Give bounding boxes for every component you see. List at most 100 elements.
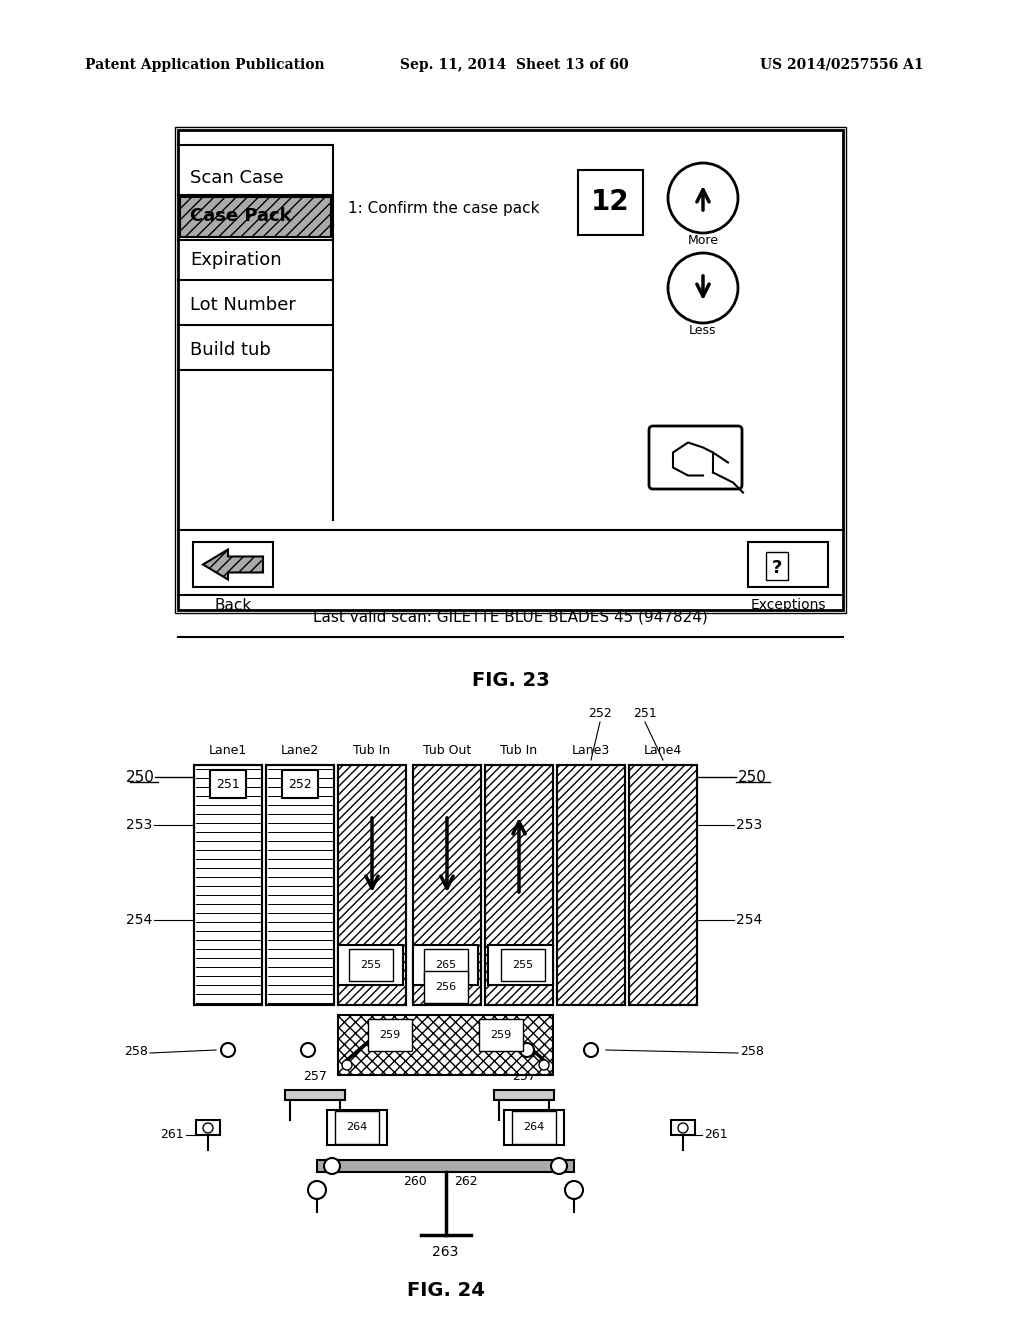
Bar (494, 1090, 554, 1100)
Text: 251: 251 (216, 777, 240, 791)
Bar (671, 1119, 695, 1135)
Circle shape (668, 162, 738, 234)
Bar (282, 770, 318, 799)
Text: 252: 252 (588, 708, 612, 719)
Text: 257: 257 (303, 1071, 327, 1082)
Text: FIG. 23: FIG. 23 (472, 671, 549, 689)
Text: Lane4: Lane4 (644, 744, 682, 758)
Bar (413, 766, 481, 1005)
Bar (338, 1015, 553, 1074)
Bar (557, 766, 625, 1005)
Text: 258: 258 (124, 1045, 148, 1059)
Text: Less: Less (689, 325, 717, 338)
Text: Lane2: Lane2 (281, 744, 319, 758)
Bar (338, 945, 403, 985)
Bar (557, 766, 625, 1005)
Text: Sep. 11, 2014  Sheet 13 of 60: Sep. 11, 2014 Sheet 13 of 60 (400, 58, 629, 73)
Text: Lane3: Lane3 (571, 744, 610, 758)
Text: Patent Application Publication: Patent Application Publication (85, 58, 325, 73)
Text: 260: 260 (403, 1175, 427, 1188)
Bar (194, 766, 262, 1005)
Text: Last valid scan: GILETTE BLUE BLADES 45 (947824): Last valid scan: GILETTE BLUE BLADES 45 … (313, 610, 708, 624)
Bar (338, 766, 406, 1005)
Bar (413, 766, 481, 1005)
Bar (488, 945, 553, 985)
Text: 254: 254 (126, 913, 152, 927)
Circle shape (203, 1123, 213, 1133)
Text: Tub Out: Tub Out (423, 744, 471, 758)
Bar (578, 170, 643, 235)
FancyBboxPatch shape (649, 426, 742, 488)
Circle shape (678, 1123, 688, 1133)
Circle shape (551, 1158, 567, 1173)
Bar (629, 766, 697, 1005)
Bar (557, 766, 625, 1005)
Text: 262: 262 (454, 1175, 477, 1188)
Text: Build tub: Build tub (190, 341, 271, 359)
Text: Tub In: Tub In (501, 744, 538, 758)
Bar (485, 766, 553, 1005)
Bar (178, 129, 843, 610)
Text: 254: 254 (736, 913, 762, 927)
Text: 256: 256 (435, 982, 457, 993)
Bar (180, 197, 331, 238)
Text: 259: 259 (490, 1030, 512, 1040)
Bar (285, 1090, 345, 1100)
Bar (485, 766, 553, 1005)
Bar (766, 552, 788, 579)
Bar (317, 1160, 574, 1172)
Bar (629, 766, 697, 1005)
Bar (210, 770, 246, 799)
Bar (485, 766, 553, 1005)
Text: Tub In: Tub In (353, 744, 390, 758)
Circle shape (342, 1060, 352, 1071)
Text: ?: ? (772, 558, 782, 577)
Text: 253: 253 (736, 818, 762, 832)
Text: 265: 265 (435, 960, 457, 970)
Text: 263: 263 (432, 1245, 459, 1259)
Text: Back: Back (214, 598, 252, 612)
Text: 250: 250 (738, 770, 767, 784)
Text: Lot Number: Lot Number (190, 296, 296, 314)
Text: 264: 264 (523, 1122, 545, 1133)
Text: 1: Confirm the case pack: 1: Confirm the case pack (348, 201, 540, 215)
Bar (748, 543, 828, 587)
Circle shape (308, 1181, 326, 1199)
Bar (266, 766, 334, 1005)
Text: 257: 257 (512, 1071, 536, 1082)
Circle shape (565, 1181, 583, 1199)
Text: More: More (687, 235, 719, 248)
Bar (266, 766, 334, 1005)
Text: 250: 250 (126, 770, 155, 784)
Bar (327, 1110, 387, 1144)
Text: 253: 253 (126, 818, 152, 832)
Text: Exceptions: Exceptions (751, 598, 825, 612)
Text: 252: 252 (288, 777, 312, 791)
Text: 259: 259 (379, 1030, 400, 1040)
Text: Lane1: Lane1 (209, 744, 247, 758)
Bar (193, 543, 273, 587)
Bar (338, 766, 406, 1005)
Text: Expiration: Expiration (190, 251, 282, 269)
Text: 264: 264 (346, 1122, 368, 1133)
Circle shape (584, 1043, 598, 1057)
Circle shape (668, 253, 738, 323)
Bar (413, 945, 478, 985)
Bar (413, 766, 481, 1005)
Text: FIG. 24: FIG. 24 (407, 1280, 484, 1299)
Text: 255: 255 (512, 960, 534, 970)
Circle shape (324, 1158, 340, 1173)
Text: 261: 261 (161, 1129, 184, 1140)
Bar (194, 766, 262, 1005)
Bar (175, 127, 846, 612)
Circle shape (221, 1043, 234, 1057)
Text: 261: 261 (705, 1129, 728, 1140)
Text: Scan Case: Scan Case (190, 169, 284, 187)
Circle shape (301, 1043, 315, 1057)
Bar (338, 766, 406, 1005)
Text: US 2014/0257556 A1: US 2014/0257556 A1 (760, 58, 924, 73)
Text: 255: 255 (360, 960, 382, 970)
Bar (504, 1110, 564, 1144)
Bar (629, 766, 697, 1005)
Circle shape (539, 1060, 549, 1071)
